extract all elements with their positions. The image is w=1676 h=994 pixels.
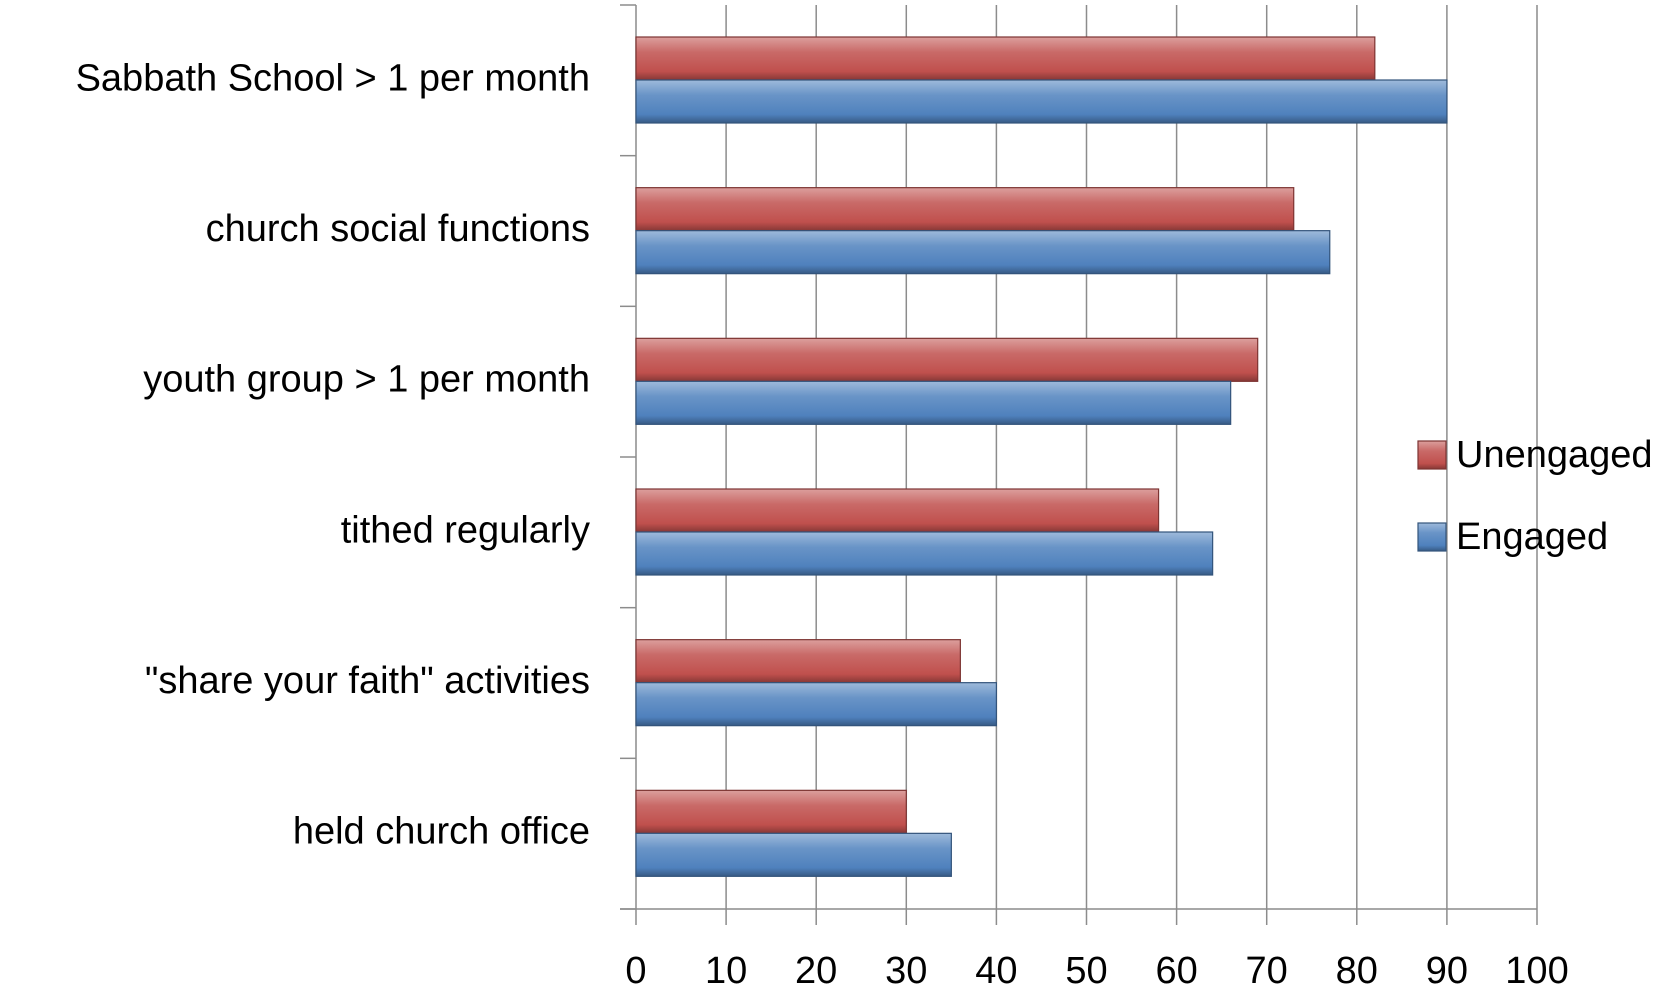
bar [635, 639, 961, 684]
x-tick-label: 80 [1336, 950, 1378, 992]
y-tick-label: held church office [293, 811, 590, 853]
x-tick-label: 100 [1505, 950, 1568, 992]
bar [635, 337, 1259, 382]
y-tick-label: youth group > 1 per month [143, 359, 590, 401]
legend-label: Unengaged [1456, 434, 1653, 476]
bar [635, 682, 997, 727]
x-tick-label: 20 [795, 950, 837, 992]
x-tick-label: 0 [625, 950, 646, 992]
y-tick-label: Sabbath School > 1 per month [76, 57, 590, 99]
bar [635, 36, 1376, 81]
bar [635, 187, 1295, 232]
y-tick-label: "share your faith" activities [145, 660, 590, 702]
bar [635, 380, 1232, 425]
legend-swatch [1417, 522, 1447, 552]
bar [635, 832, 952, 877]
x-tick-label: 10 [705, 950, 747, 992]
bar [635, 79, 1448, 124]
x-tick-label: 90 [1426, 950, 1468, 992]
bar [635, 789, 907, 834]
x-tick-label: 40 [975, 950, 1017, 992]
x-tick-label: 30 [885, 950, 927, 992]
bar [635, 230, 1331, 275]
legend-label: Engaged [1456, 516, 1608, 558]
x-tick-label: 60 [1155, 950, 1197, 992]
x-tick-label: 70 [1246, 950, 1288, 992]
x-tick-label: 50 [1065, 950, 1107, 992]
y-tick-label: church social functions [206, 208, 590, 250]
legend-swatch [1417, 440, 1447, 470]
bar [635, 488, 1160, 533]
y-tick-label: tithed regularly [341, 509, 590, 551]
bar [635, 531, 1214, 576]
